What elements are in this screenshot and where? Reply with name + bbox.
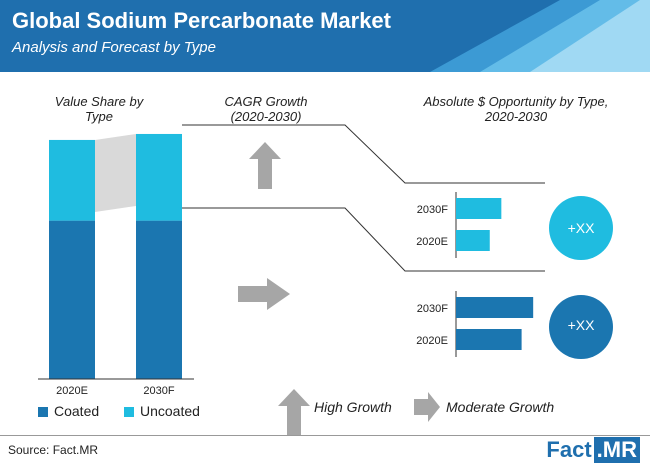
key-high-growth-label: High Growth <box>314 399 392 415</box>
brand-logo: Fact .MR <box>546 437 640 463</box>
legend-item-uncoated: Uncoated <box>124 403 200 419</box>
bar-coated-2020e <box>49 220 95 379</box>
key-high-growth-arrow <box>278 389 310 436</box>
coated-opportunity-tick-2020e: 2020E <box>416 335 448 347</box>
key-moderate-growth-arrow <box>414 392 440 422</box>
uncoated-opportunity-tick-2020e: 2020E <box>416 236 448 248</box>
value-share-heading: Value Share by Type <box>54 94 144 124</box>
uncoated-opportunity-bar-2020e <box>456 230 490 251</box>
coated-opportunity-circle <box>549 295 613 359</box>
page-subtitle: Analysis and Forecast by Type <box>12 39 216 56</box>
cagr-uncoated-up-arrow <box>249 142 281 189</box>
legend-label-uncoated: Uncoated <box>140 403 200 419</box>
header-background <box>0 0 650 72</box>
header-banner: Global Sodium Percarbonate Market Analys… <box>0 0 650 72</box>
uncoated-opportunity-bar-2030f <box>456 198 502 219</box>
coated-connector-line <box>182 207 545 272</box>
cagr-coated-right-arrow <box>238 278 290 310</box>
source-note: Source: Fact.MR <box>8 443 99 457</box>
uncoated-opportunity-circle <box>549 196 613 260</box>
bar-uncoated-2020e <box>49 139 95 221</box>
legend-swatch-uncoated <box>124 407 134 418</box>
opportunity-heading: Absolute $ Opportunity by Type, 2020-203… <box>423 94 609 124</box>
legend-swatch-coated <box>38 407 48 418</box>
bar-uncoated-2030f <box>136 133 182 221</box>
legend-item-coated: Coated <box>38 403 99 419</box>
coated-opportunity-tick-2030f: 2030F <box>417 303 448 315</box>
coated-opportunity-value: +XX <box>567 317 595 333</box>
brand-logo-part-a: Fact <box>546 437 592 462</box>
coated-opportunity-bar-2030f <box>456 297 534 318</box>
x-tick-label-2020e: 2020E <box>56 385 88 397</box>
x-tick-label-2030f: 2030F <box>143 385 174 397</box>
coated-opportunity-bar-2020e <box>456 329 522 350</box>
uncoated-opportunity-value: +XX <box>567 220 595 236</box>
key-moderate-growth-label: Moderate Growth <box>446 399 555 415</box>
bar-coated-2030f <box>136 220 182 379</box>
page-title: Global Sodium Percarbonate Market <box>12 8 391 33</box>
brand-logo-part-b: .MR <box>593 437 640 463</box>
cagr-heading: CAGR Growth (2020-2030) <box>224 94 308 124</box>
uncoated-connector-line <box>182 124 545 184</box>
uncoated-opportunity-tick-2030f: 2030F <box>417 204 448 216</box>
footer-divider <box>0 435 650 436</box>
legend-label-coated: Coated <box>54 403 100 419</box>
share-connector <box>95 133 136 212</box>
